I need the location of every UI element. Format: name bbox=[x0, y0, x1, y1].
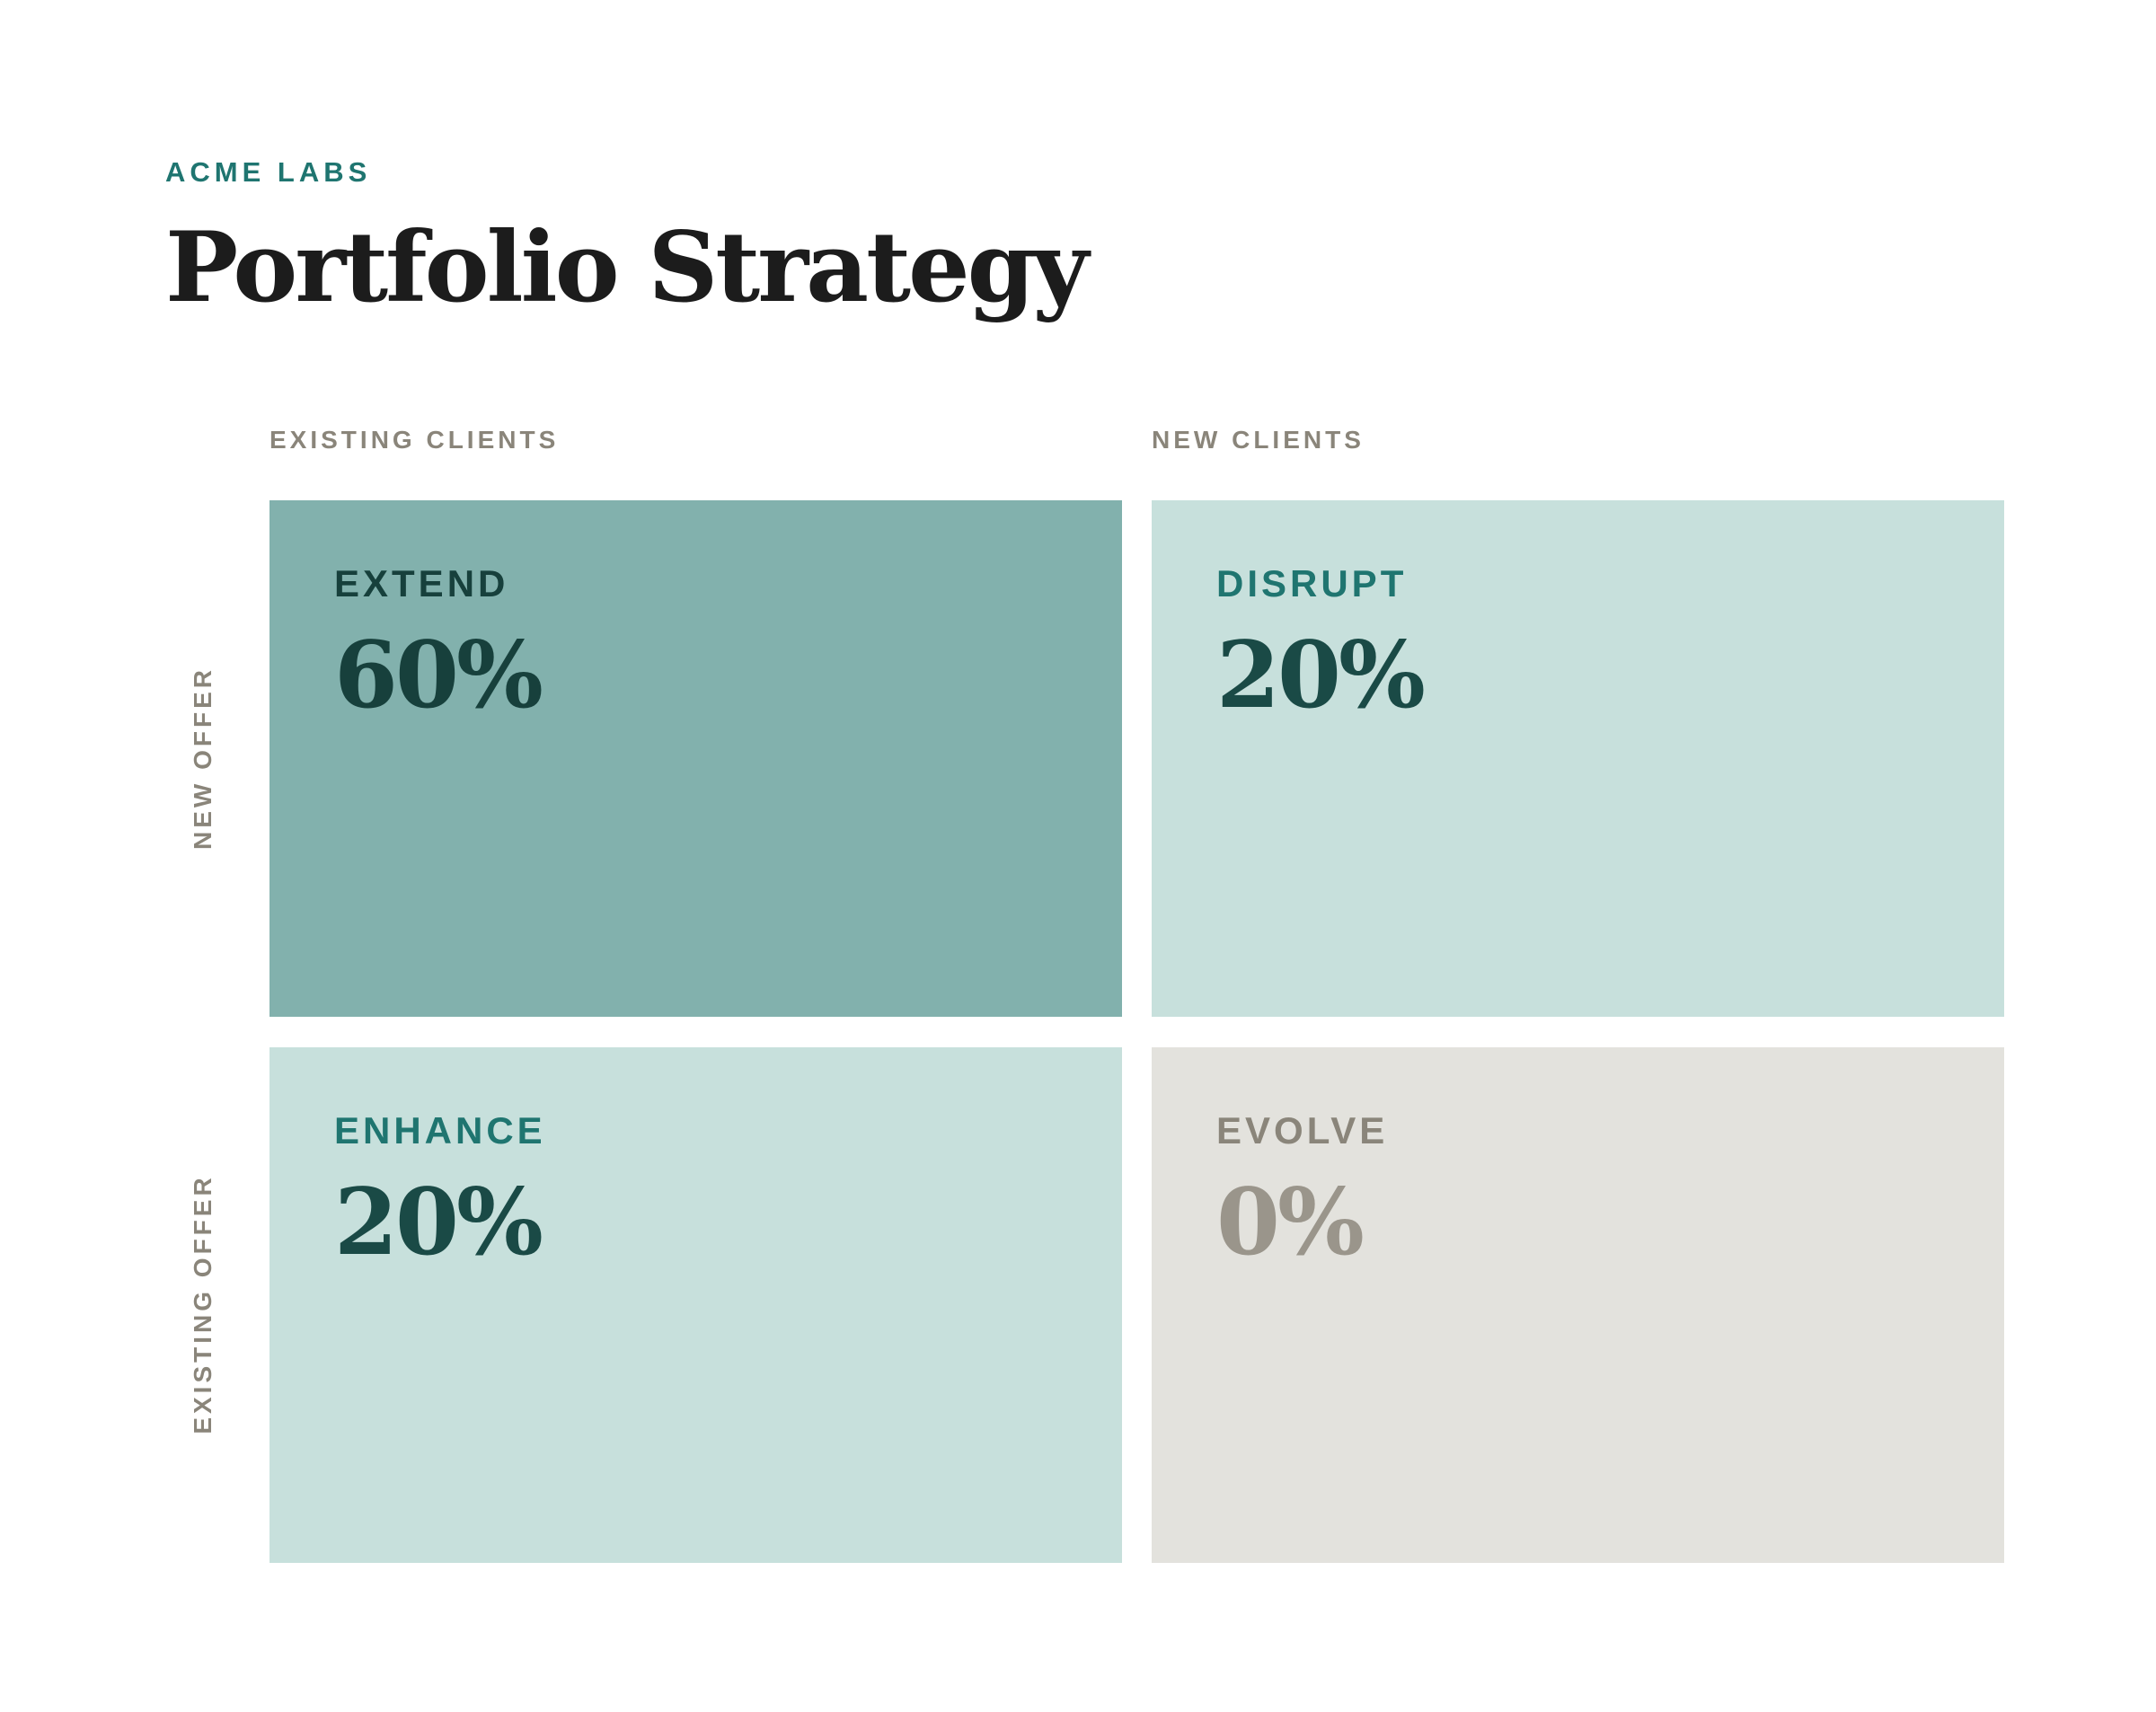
page-title: Portfolio Strategy bbox=[165, 211, 1089, 324]
row-label-existing-offer: EXISTING OFFER bbox=[189, 1174, 216, 1434]
column-label-new-clients: NEW CLIENTS bbox=[1152, 426, 1365, 454]
quadrant-value: 20% bbox=[1216, 622, 1426, 729]
quadrant-name: EXTEND bbox=[334, 562, 509, 604]
quadrant-name: EVOLVE bbox=[1216, 1109, 1389, 1152]
quadrant-name: DISRUPT bbox=[1216, 562, 1408, 604]
column-label-existing-clients: EXISTING CLIENTS bbox=[270, 426, 560, 454]
quadrant-evolve: EVOLVE 0% bbox=[1152, 1047, 2004, 1563]
brand-label: ACME LABS bbox=[165, 156, 372, 188]
quadrant-extend: EXTEND 60% bbox=[270, 500, 1122, 1017]
quadrant-name: ENHANCE bbox=[334, 1109, 546, 1152]
quadrant-value: 20% bbox=[334, 1169, 543, 1276]
quadrant-enhance: ENHANCE 20% bbox=[270, 1047, 1122, 1563]
quadrant-disrupt: DISRUPT 20% bbox=[1152, 500, 2004, 1017]
quadrant-value: 60% bbox=[334, 622, 543, 729]
row-label-new-offer: NEW OFFER bbox=[189, 666, 216, 850]
quadrant-value: 0% bbox=[1216, 1169, 1365, 1276]
